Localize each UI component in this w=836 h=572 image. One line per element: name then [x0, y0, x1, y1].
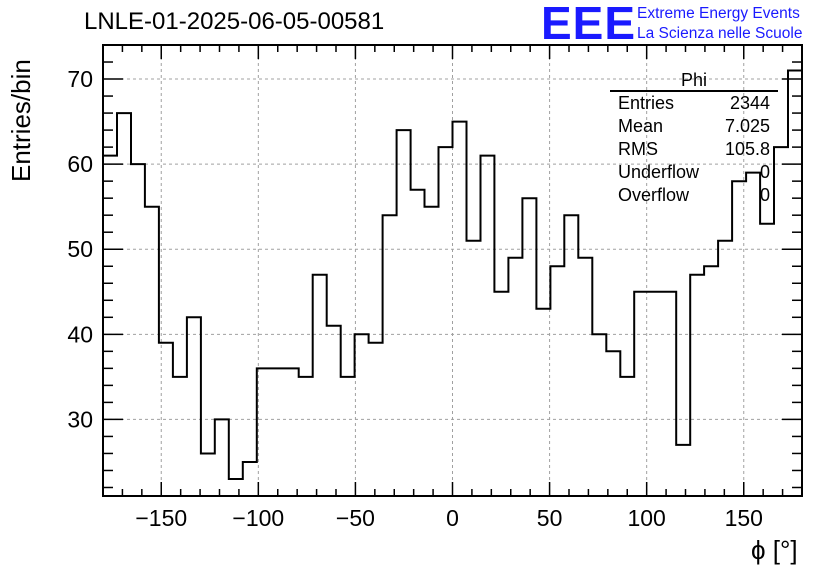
histogram-line: [103, 69, 802, 480]
y-tick-label: 50: [67, 236, 93, 262]
x-tick-label: 100: [627, 505, 665, 531]
x-tick-label: 150: [725, 505, 763, 531]
stats-row: RMS 105.8: [610, 138, 778, 161]
grid-lines: [103, 45, 802, 496]
stats-row: Overflow 0: [610, 184, 778, 207]
y-tick-label: 60: [67, 151, 93, 177]
stats-label: Overflow: [618, 185, 690, 205]
stats-value: 0: [759, 185, 770, 205]
stats-row: Mean 7.025: [610, 115, 778, 138]
x-axis-label: ϕ [°]: [751, 535, 798, 565]
logo-line-2: La Scienza nelle Scuole: [637, 25, 803, 42]
stats-label: RMS: [618, 139, 658, 159]
stats-divider: [610, 90, 778, 92]
chart-title: LNLE-01-2025-06-05-00581: [84, 8, 385, 35]
stats-value: 2344: [729, 93, 770, 113]
y-tick-label: 30: [67, 406, 93, 432]
axis-tick-labels: −150 −100 −50 0 50 100 150 30 40 50 60 70: [67, 66, 763, 531]
x-tick-label: 0: [446, 505, 459, 531]
stats-label: Mean: [618, 116, 664, 136]
eee-logo: EEE: [541, 0, 637, 49]
stats-row: Underflow 0: [610, 161, 778, 184]
x-tick-label: 50: [537, 505, 563, 531]
axis-ticks: [102, 44, 803, 496]
stats-value: 0: [759, 162, 770, 182]
x-tick-label: −100: [232, 505, 284, 531]
y-tick-label: 40: [67, 321, 93, 347]
stats-value: 7.025: [724, 116, 770, 136]
y-tick-label: 70: [67, 66, 93, 92]
stats-rows: Entries 2344 Mean 7.025 RMS 105.8 Underflow 0 Ov…: [610, 92, 778, 207]
x-tick-label: −150: [135, 505, 187, 531]
logo-line-1: Extreme Energy Events: [637, 5, 800, 22]
stats-title: Phi: [680, 70, 707, 90]
stats-label: Entries: [618, 93, 675, 113]
stats-box: Phi Entries 2344 Mean 7.025 RMS 105.8 Underflo…: [610, 70, 778, 207]
stats-row: Entries 2344: [610, 92, 778, 115]
stats-label: Underflow: [618, 162, 700, 182]
stats-value: 105.8: [724, 139, 770, 159]
y-axis-label: Entries/bin: [6, 59, 36, 182]
x-tick-label: −50: [336, 505, 375, 531]
